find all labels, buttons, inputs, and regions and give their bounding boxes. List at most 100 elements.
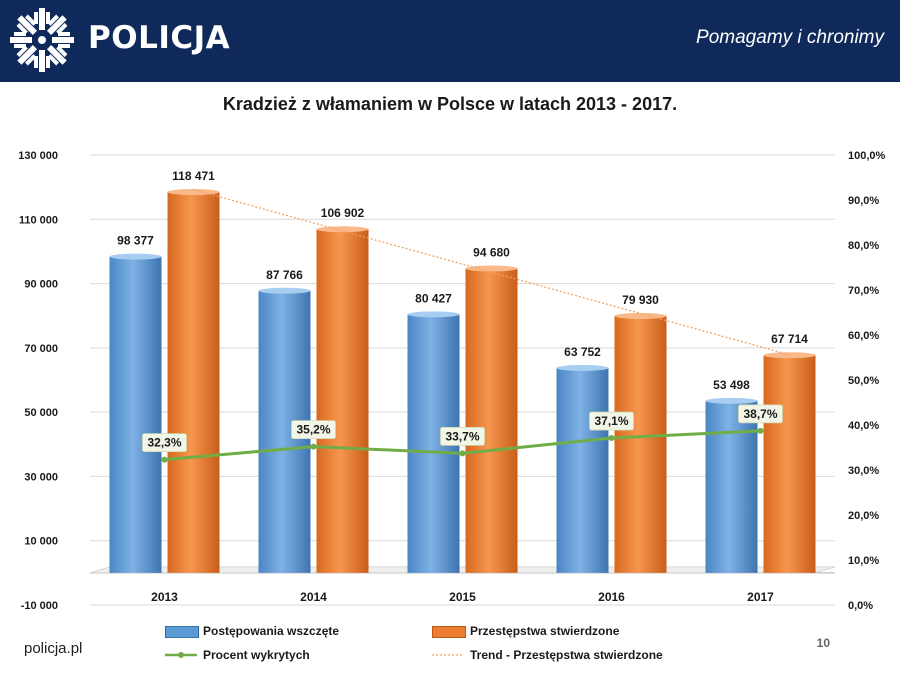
star-ray-bar <box>10 37 32 43</box>
bar-przestepstwa <box>316 229 369 573</box>
page-number: 10 <box>816 636 830 650</box>
header-bar: POLICJA Pomagamy i chronimy <box>0 0 900 82</box>
data-label-box <box>738 404 783 424</box>
star-ray-left <box>25 54 37 66</box>
footer-site: policja.pl <box>24 640 83 657</box>
star-ray-right <box>16 45 28 57</box>
star-ray-bar <box>46 44 67 65</box>
y-left-tick-label: 10 000 <box>24 536 58 548</box>
star-ray-right <box>14 32 26 36</box>
star-ray <box>46 44 68 66</box>
data-label: 37,1% <box>594 414 628 428</box>
y-left-tick-label: 110 000 <box>19 214 58 226</box>
y-right-tick-label: 10,0% <box>848 555 879 567</box>
bar-postepowania-top <box>258 287 311 294</box>
star-ray-bar <box>17 44 38 65</box>
star-ray <box>46 14 68 36</box>
x-tick-label: 2016 <box>598 590 625 604</box>
y-left-tick-label: 70 000 <box>24 343 58 355</box>
y-right-tick-label: 90,0% <box>848 195 879 207</box>
bar-przestepstwa <box>763 355 816 573</box>
x-tick-label: 2015 <box>449 590 476 604</box>
y-right-tick-label: 0,0% <box>848 600 873 612</box>
legend-swatch-blue <box>165 626 199 638</box>
star-ray-right <box>58 44 70 48</box>
star-ray-bar <box>39 8 45 30</box>
point-procent <box>608 435 615 442</box>
x-tick-label: 2013 <box>151 590 178 604</box>
bar-przestepstwa-top <box>465 265 518 272</box>
point-procent <box>161 456 168 463</box>
brand-name: POLICJA <box>88 20 231 56</box>
star-ray <box>16 44 38 66</box>
data-label: 94 680 <box>473 246 510 260</box>
star-ray-right <box>46 12 50 24</box>
bar-postepowania-top <box>109 253 162 260</box>
bar-przestepstwa-top <box>614 312 667 319</box>
point-procent <box>310 443 317 450</box>
y-right-tick-label: 50,0% <box>848 375 879 387</box>
star-ray-left <box>34 12 38 24</box>
y-right-tick-label: 80,0% <box>848 240 879 252</box>
star-ray-left <box>46 56 50 68</box>
data-label: 118 471 <box>172 169 215 183</box>
data-label: 80 427 <box>415 291 452 305</box>
data-label: 87 766 <box>266 268 303 282</box>
data-label-box <box>589 411 634 431</box>
data-label: 32,3% <box>147 436 181 450</box>
bar-postepowania-top <box>407 311 460 318</box>
data-label: 35,2% <box>296 423 330 437</box>
point-procent <box>757 427 764 434</box>
bar-postepowania-top <box>556 364 609 371</box>
data-label-box <box>291 420 336 440</box>
point-procent <box>459 450 466 457</box>
bar-przestepstwa <box>167 192 220 573</box>
bar-postepowania <box>705 400 758 573</box>
data-label-box <box>440 426 485 446</box>
y-right-tick-label: 30,0% <box>848 465 879 477</box>
star-ray-bar <box>17 15 38 36</box>
data-label: 53 498 <box>713 378 750 392</box>
bar-przestepstwa-top <box>763 352 816 359</box>
legend-swatch-trend-line <box>432 654 464 656</box>
y-right-tick-label: 70,0% <box>848 285 879 297</box>
slogan: Pomagamy i chronimy <box>696 27 884 48</box>
legend-item-postepowania: Postępowania wszczęte <box>165 624 339 638</box>
star-ray-left <box>58 32 70 36</box>
data-label: 79 930 <box>622 293 659 307</box>
star-ray-left <box>56 45 68 57</box>
data-label: 63 752 <box>564 345 601 359</box>
bar-postepowania <box>109 256 162 573</box>
y-right-tick-label: 100,0% <box>848 150 886 162</box>
y-left-tick-label: 50 000 <box>24 407 58 419</box>
y-right-tick-label: 60,0% <box>848 330 879 342</box>
legend-label: Trend - Przestępstwa stwierdzone <box>470 648 663 662</box>
x-tick-label: 2014 <box>300 590 327 604</box>
legend-label: Przestępstwa stwierdzone <box>470 624 620 638</box>
trendline <box>193 188 790 356</box>
star-ray-bar <box>39 50 45 72</box>
star-ray <box>34 50 50 72</box>
legend-item-procent: Procent wykrytych <box>165 648 310 662</box>
bar-postepowania <box>556 367 609 573</box>
data-label: 98 377 <box>117 234 154 248</box>
star-core <box>38 36 46 44</box>
x-tick-label: 2017 <box>747 590 774 604</box>
star-ray <box>16 14 38 36</box>
legend-label: Procent wykrytych <box>203 648 310 662</box>
star-ray <box>52 32 74 48</box>
bar-przestepstwa <box>465 268 518 573</box>
data-label-box <box>142 433 187 453</box>
legend-item-przestepstwa: Przestępstwa stwierdzone <box>432 624 619 638</box>
y-left-tick-label: 30 000 <box>24 471 58 483</box>
bar-przestepstwa <box>614 315 667 573</box>
star-ray-left <box>14 44 26 48</box>
legend-item-trend: Trend - Przestępstwa stwierdzone <box>432 648 663 662</box>
star-ray-left <box>16 23 28 35</box>
star-ray-bar <box>52 37 74 43</box>
police-star-logo-icon <box>10 8 74 72</box>
star-ray <box>10 32 32 48</box>
legend-swatch-orange <box>432 626 466 638</box>
data-label: 38,7% <box>743 407 777 421</box>
